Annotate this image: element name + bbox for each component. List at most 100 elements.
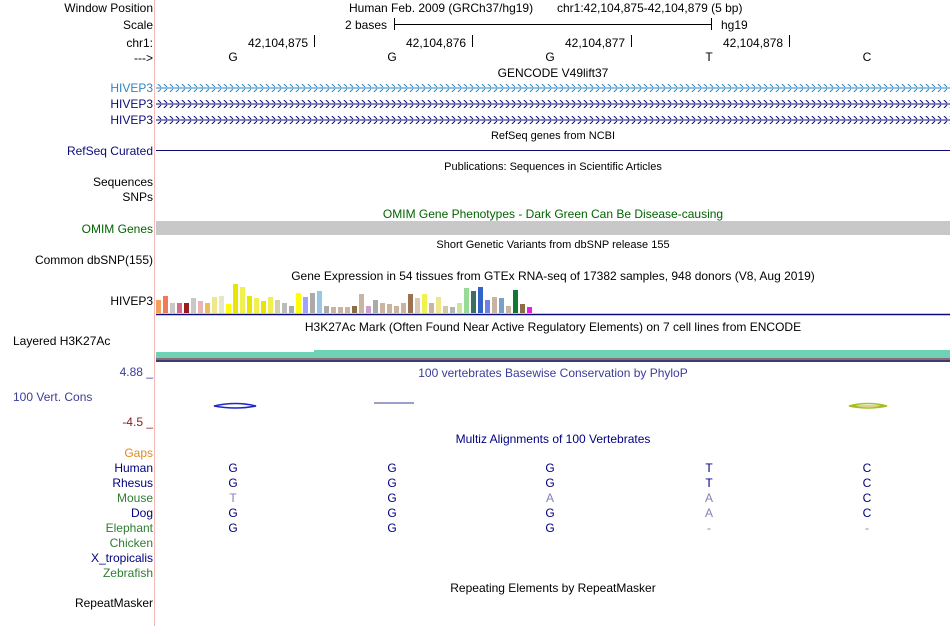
gtex-tissue-bar[interactable] <box>394 306 399 313</box>
gtex-tissue-bar[interactable] <box>247 296 252 313</box>
gtex-tissue-bar[interactable] <box>457 303 462 313</box>
species-label-human[interactable]: Human <box>114 461 153 475</box>
gtex-tissue-bar[interactable] <box>373 300 378 313</box>
species-base: G <box>387 491 397 505</box>
gencode-label-2[interactable]: HIVEP3 <box>110 97 153 111</box>
gtex-tissue-bar[interactable] <box>184 303 189 313</box>
gaps-label[interactable]: Gaps <box>124 446 153 460</box>
species-label-x_tropicalis[interactable]: X_tropicalis <box>90 551 153 565</box>
coord-4: 42,104,878 <box>723 36 784 50</box>
scale-bar-right-tick <box>711 18 712 30</box>
species-label-zebrafish[interactable]: Zebrafish <box>102 566 153 580</box>
gtex-tissue-bar[interactable] <box>464 288 469 313</box>
h3k27ac-track-title[interactable]: H3K27Ac Mark (Often Found Near Active Re… <box>304 320 802 334</box>
gencode-label-3[interactable]: HIVEP3 <box>110 113 153 127</box>
gtex-tissue-bar[interactable] <box>478 287 483 313</box>
gtex-tissue-bar[interactable] <box>205 303 210 313</box>
gtex-label[interactable]: HIVEP3 <box>110 294 153 308</box>
gtex-tissue-bar[interactable] <box>324 306 329 313</box>
gtex-tissue-bar[interactable] <box>380 303 385 313</box>
h3k27ac-label[interactable]: Layered H3K27Ac <box>13 334 111 348</box>
gtex-tissue-bar[interactable] <box>177 303 182 313</box>
gencode-label-1[interactable]: HIVEP3 <box>110 81 153 95</box>
dbsnp-track-title[interactable]: Short Genetic Variants from dbSNP releas… <box>436 239 670 251</box>
gtex-tissue-bar[interactable] <box>352 306 357 313</box>
gtex-tissue-bar[interactable] <box>415 298 420 313</box>
gtex-tissue-bar[interactable] <box>485 300 490 313</box>
species-label-rhesus[interactable]: Rhesus <box>112 476 153 490</box>
gtex-tissue-bar[interactable] <box>170 303 175 313</box>
species-base: C <box>862 506 872 520</box>
sequences-label[interactable]: Sequences <box>92 175 153 189</box>
gtex-tissue-bar[interactable] <box>499 298 504 313</box>
gtex-tissue-bar[interactable] <box>212 297 217 313</box>
phylop-track-title[interactable]: 100 vertebrates Basewise Conservation by… <box>418 366 688 380</box>
gtex-tissue-bar[interactable] <box>310 293 315 313</box>
phylop-signal[interactable] <box>156 398 950 414</box>
omim-label[interactable]: OMIM Genes <box>81 222 153 236</box>
gtex-tissue-bar[interactable] <box>492 297 497 313</box>
gencode-track-title[interactable]: GENCODE V49lift37 <box>497 66 609 80</box>
gtex-tissue-bar[interactable] <box>506 306 511 313</box>
strand-label[interactable]: ---> <box>134 51 153 65</box>
dbsnp-label[interactable]: Common dbSNP(155) <box>34 253 153 267</box>
gtex-bar-graph[interactable] <box>156 284 950 316</box>
gtex-tissue-bar[interactable] <box>317 291 322 313</box>
gtex-tissue-bar[interactable] <box>233 284 238 313</box>
gtex-tissue-bar[interactable] <box>198 301 203 313</box>
gtex-tissue-bar[interactable] <box>513 290 518 313</box>
gtex-tissue-bar[interactable] <box>408 294 413 313</box>
gtex-tissue-bar[interactable] <box>527 307 532 313</box>
gtex-tissue-bar[interactable] <box>401 303 406 313</box>
gtex-tissue-bar[interactable] <box>450 307 455 313</box>
repeatmasker-track-title[interactable]: Repeating Elements by RepeatMasker <box>450 581 656 595</box>
gtex-tissue-bar[interactable] <box>163 296 168 313</box>
species-base: G <box>228 521 238 535</box>
gencode-transcripts[interactable] <box>156 80 950 128</box>
gtex-tissue-bar[interactable] <box>261 301 266 313</box>
gtex-tissue-bar[interactable] <box>296 293 301 313</box>
gtex-tissue-bar[interactable] <box>191 298 196 313</box>
coord-tick-4 <box>789 35 790 47</box>
ref-base-5: C <box>862 50 872 64</box>
publications-track-title[interactable]: Publications: Sequences in Scientific Ar… <box>444 161 662 173</box>
gtex-tissue-bar[interactable] <box>219 296 224 313</box>
gtex-tissue-bar[interactable] <box>366 306 371 313</box>
gtex-tissue-bar[interactable] <box>429 303 434 313</box>
species-label-mouse[interactable]: Mouse <box>116 491 153 505</box>
refseq-label[interactable]: RefSeq Curated <box>66 144 153 158</box>
h3k27ac-signal[interactable] <box>156 348 950 364</box>
gtex-tissue-bar[interactable] <box>345 307 350 313</box>
snps-label[interactable]: SNPs <box>122 190 153 204</box>
species-label-dog[interactable]: Dog <box>130 506 153 520</box>
gtex-tissue-bar[interactable] <box>268 297 273 313</box>
gtex-tissue-bar[interactable] <box>436 297 441 313</box>
gtex-tissue-bar[interactable] <box>471 291 476 313</box>
gtex-tissue-bar[interactable] <box>289 306 294 313</box>
omim-track-title[interactable]: OMIM Gene Phenotypes - Dark Green Can Be… <box>382 207 724 221</box>
gtex-tissue-bar[interactable] <box>422 294 427 313</box>
gtex-tissue-bar[interactable] <box>387 304 392 313</box>
gtex-track-title[interactable]: Gene Expression in 54 tissues from GTEx … <box>291 269 815 283</box>
refseq-track-title[interactable]: RefSeq genes from NCBI <box>490 130 616 142</box>
gtex-tissue-bar[interactable] <box>303 297 308 313</box>
refseq-gene-line[interactable] <box>156 150 950 151</box>
gtex-tissue-bar[interactable] <box>254 298 259 313</box>
species-label-chicken[interactable]: Chicken <box>109 536 153 550</box>
gtex-tissue-bar[interactable] <box>282 303 287 313</box>
gtex-tissue-bar[interactable] <box>240 287 245 313</box>
gtex-tissue-bar[interactable] <box>156 300 161 313</box>
repeatmasker-label[interactable]: RepeatMasker <box>74 596 153 610</box>
gtex-tissue-bar[interactable] <box>331 307 336 313</box>
species-base: G <box>387 461 397 475</box>
gtex-tissue-bar[interactable] <box>275 300 280 313</box>
cons-track-label[interactable]: 100 Vert. Cons <box>13 390 93 404</box>
gtex-tissue-bar[interactable] <box>359 294 364 313</box>
gtex-tissue-bar[interactable] <box>226 304 231 313</box>
multiz-track-title[interactable]: Multiz Alignments of 100 Vertebrates <box>455 432 651 446</box>
omim-gene-bar[interactable] <box>156 221 950 235</box>
gtex-tissue-bar[interactable] <box>520 304 525 313</box>
gtex-tissue-bar[interactable] <box>443 306 448 313</box>
gtex-tissue-bar[interactable] <box>338 307 343 313</box>
species-label-elephant[interactable]: Elephant <box>105 521 153 535</box>
